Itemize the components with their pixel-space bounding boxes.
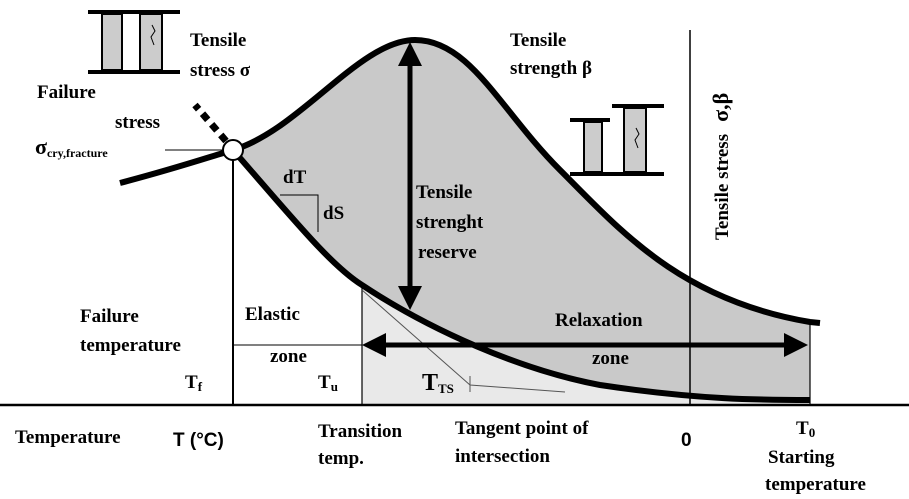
reserve-region xyxy=(233,40,810,400)
label: intersection xyxy=(455,446,550,467)
temp-label: Tu xyxy=(318,372,338,394)
label: Transition xyxy=(318,421,403,442)
label: Starting xyxy=(768,447,835,468)
label: stress σ xyxy=(190,60,251,81)
label: Failure xyxy=(80,306,139,327)
label: Tangent point of xyxy=(455,418,589,439)
label: T xyxy=(796,418,809,439)
label: Tensile stress xyxy=(712,134,733,240)
label: dT xyxy=(283,167,307,188)
transition-region xyxy=(362,285,810,405)
temp-label: Tf xyxy=(185,372,203,394)
specimen-icon xyxy=(570,104,664,176)
label: Elastic xyxy=(245,304,300,325)
label: Tensile xyxy=(190,30,246,51)
arrow-head xyxy=(398,42,422,66)
slope-triangle xyxy=(280,194,319,232)
label: u xyxy=(331,379,338,394)
label: T (°C) xyxy=(173,430,224,451)
arrow-head xyxy=(362,333,386,357)
label: 0 xyxy=(681,430,692,451)
label: strength β xyxy=(510,58,592,79)
stress-curve xyxy=(230,148,811,403)
label: stress xyxy=(115,112,160,133)
label: σ,β xyxy=(708,93,733,122)
specimen-icon xyxy=(88,10,180,74)
symbol-main: σ xyxy=(35,134,47,159)
label: temperature xyxy=(80,335,181,356)
label: zone xyxy=(592,348,629,369)
label: Temperature xyxy=(15,427,121,448)
label: Tensile xyxy=(510,30,566,51)
symbol-sub: cry,fracture xyxy=(47,146,108,160)
label: zone xyxy=(270,346,307,367)
label: T xyxy=(422,370,438,396)
failure-point xyxy=(222,139,244,161)
label: dS xyxy=(323,203,344,224)
stress-extension xyxy=(192,102,229,144)
label: strenght xyxy=(416,212,484,233)
symbol: σcry,fracture xyxy=(35,134,108,160)
temp-label: TTS xyxy=(422,370,454,396)
y-axis-label: Tensile stress σ,β xyxy=(708,93,733,240)
label: TS xyxy=(438,381,454,396)
arrow-head xyxy=(784,333,808,357)
label: T xyxy=(185,372,198,393)
label: Relaxation xyxy=(555,310,643,331)
label: temp. xyxy=(318,448,364,469)
label: 0 xyxy=(809,425,816,440)
label: reserve xyxy=(418,242,477,263)
label: temperature xyxy=(765,474,866,495)
arrow-head xyxy=(398,286,422,310)
label: T xyxy=(318,372,331,393)
temp-label: T0 xyxy=(796,418,815,440)
label: f xyxy=(198,379,203,394)
label: Tensile xyxy=(416,182,472,203)
label: Failure xyxy=(37,82,96,103)
